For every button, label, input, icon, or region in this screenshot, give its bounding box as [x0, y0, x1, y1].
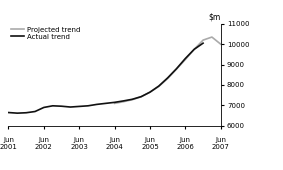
Actual trend: [42, 106, 46, 108]
Text: Jun
2007: Jun 2007: [212, 137, 230, 150]
Text: Jun
2006: Jun 2006: [176, 137, 194, 150]
Projected trend: [192, 48, 196, 50]
Projected trend: [148, 91, 152, 93]
Actual trend: [201, 42, 205, 44]
Actual trend: [166, 77, 170, 79]
Projected trend: [113, 102, 116, 104]
Actual trend: [7, 112, 10, 114]
Projected trend: [140, 96, 143, 98]
Text: $m: $m: [209, 13, 221, 22]
Projected trend: [201, 39, 205, 41]
Actual trend: [192, 48, 196, 50]
Projected trend: [219, 43, 222, 45]
Projected trend: [210, 36, 214, 38]
Text: Jun
2003: Jun 2003: [70, 137, 88, 150]
Actual trend: [33, 110, 37, 113]
Actual trend: [157, 85, 160, 87]
Projected trend: [166, 78, 170, 80]
Actual trend: [122, 100, 125, 102]
Actual trend: [175, 68, 178, 70]
Text: Jun
2002: Jun 2002: [35, 137, 53, 150]
Actual trend: [78, 105, 81, 107]
Actual trend: [104, 102, 108, 104]
Actual trend: [184, 57, 187, 59]
Actual trend: [86, 105, 90, 107]
Actual trend: [95, 103, 99, 105]
Actual trend: [131, 98, 134, 100]
Projected trend: [157, 85, 160, 87]
Actual trend: [51, 105, 54, 107]
Line: Projected trend: Projected trend: [115, 37, 221, 103]
Text: Jun
2004: Jun 2004: [106, 137, 123, 150]
Actual trend: [113, 101, 116, 103]
Projected trend: [131, 99, 134, 101]
Projected trend: [175, 68, 178, 70]
Projected trend: [122, 101, 125, 103]
Legend: Projected trend, Actual trend: Projected trend, Actual trend: [8, 24, 83, 42]
Text: Jun
2005: Jun 2005: [141, 137, 159, 150]
Actual trend: [16, 112, 19, 114]
Actual trend: [25, 112, 28, 114]
Actual trend: [60, 105, 63, 107]
Text: Jun
2001: Jun 2001: [0, 137, 18, 150]
Actual trend: [140, 96, 143, 98]
Projected trend: [184, 58, 187, 61]
Actual trend: [69, 106, 72, 108]
Line: Actual trend: Actual trend: [8, 43, 203, 113]
Actual trend: [148, 91, 152, 93]
